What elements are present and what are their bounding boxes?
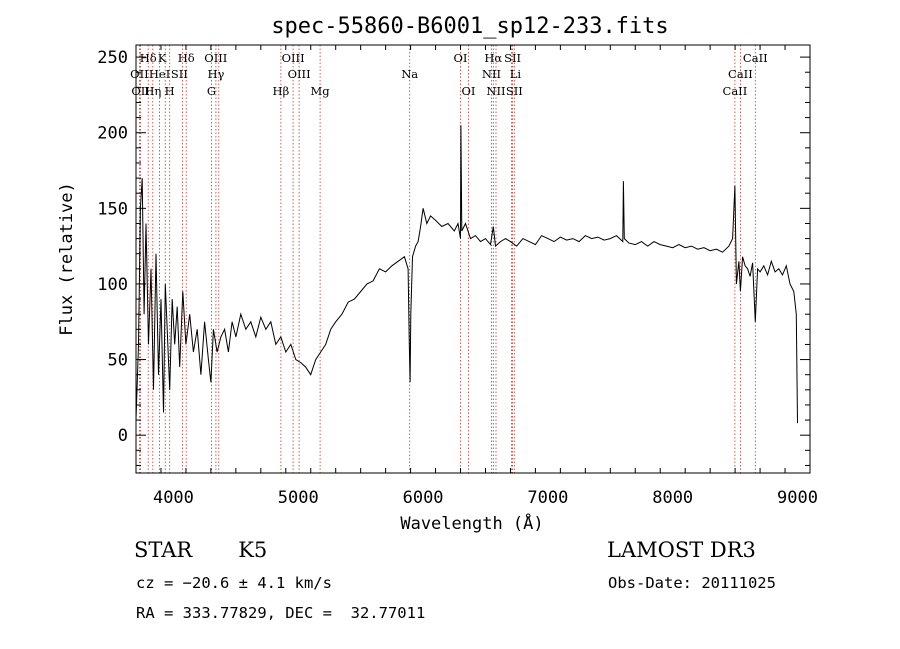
spectral-line-label: H xyxy=(165,84,175,98)
spectral-line-label: Hη xyxy=(144,84,161,98)
x-tick-label: 5000 xyxy=(278,488,319,508)
spectral-line-label: OIII xyxy=(282,51,305,65)
spectral-line-label: HeI xyxy=(149,67,170,81)
survey-label: LAMOST DR3 xyxy=(607,538,756,562)
object-class: STAR K5 xyxy=(134,538,267,562)
spectral-line-label: Hδ xyxy=(178,51,195,65)
spectral-line-label: CaII xyxy=(743,51,768,65)
x-axis-ticks: 4000 5000 6000 7000 8000 9000 xyxy=(135,45,818,508)
spectrum-line xyxy=(135,125,798,424)
spectral-line-label: Na xyxy=(401,67,418,81)
x-tick-label: 7000 xyxy=(527,488,568,508)
spectral-line-label: Mg xyxy=(311,84,331,98)
spectral-line-label: OII xyxy=(130,67,149,81)
x-tick-label: 4000 xyxy=(153,488,194,508)
spectral-line-label: NII xyxy=(486,84,505,98)
spectral-line-label: NII xyxy=(482,67,501,81)
spectral-line-label: CaII xyxy=(728,67,753,81)
x-axis-label: Wavelength (Å) xyxy=(400,512,543,534)
y-tick-label: 100 xyxy=(97,275,128,295)
subclass-label: K5 xyxy=(238,538,268,562)
y-tick-label: 250 xyxy=(97,48,128,68)
spectral-line-label: SII xyxy=(171,67,188,81)
spectral-line-label: OI xyxy=(454,51,468,65)
spectral-line-label: Hδ xyxy=(140,51,157,65)
spectral-line-label: G xyxy=(207,84,216,98)
y-axis-ticks: 0 50 100 150 200 250 xyxy=(97,48,810,466)
redshift-text: cz = −20.6 ± 4.1 km/s xyxy=(136,574,332,592)
spectral-line-label: OIII xyxy=(204,51,227,65)
spectral-line-label: OIII xyxy=(288,67,311,81)
y-tick-label: 0 xyxy=(118,426,128,446)
spectral-line-markers xyxy=(138,45,756,473)
spectral-line-label: Hβ xyxy=(273,84,290,98)
chart-title: spec-55860-B6001_sp12-233.fits xyxy=(271,14,668,39)
spectral-line-label: OI xyxy=(462,84,476,98)
y-axis-label: Flux (relative) xyxy=(57,182,77,336)
spectral-line-label: CaII xyxy=(723,84,748,98)
spectral-line-label: SII xyxy=(504,51,521,65)
spectral-line-label: Hγ xyxy=(207,67,224,81)
spectral-line-label: Li xyxy=(510,67,522,81)
spectral-line-label: SII xyxy=(506,84,523,98)
x-tick-label: 9000 xyxy=(777,488,818,508)
y-tick-label: 200 xyxy=(97,124,128,144)
spectral-line-label: Hα xyxy=(484,51,502,65)
coordinates-text: RA = 333.77829, DEC = 32.77011 xyxy=(136,604,426,622)
spectral-line-label: K xyxy=(158,51,167,65)
y-tick-label: 150 xyxy=(97,199,128,219)
class-label: STAR xyxy=(134,538,193,562)
x-tick-label: 8000 xyxy=(652,488,693,508)
y-tick-label: 50 xyxy=(108,351,128,371)
plot-frame xyxy=(135,44,811,474)
x-tick-label: 6000 xyxy=(403,488,444,508)
obs-date-text: Obs-Date: 20111025 xyxy=(608,574,776,592)
